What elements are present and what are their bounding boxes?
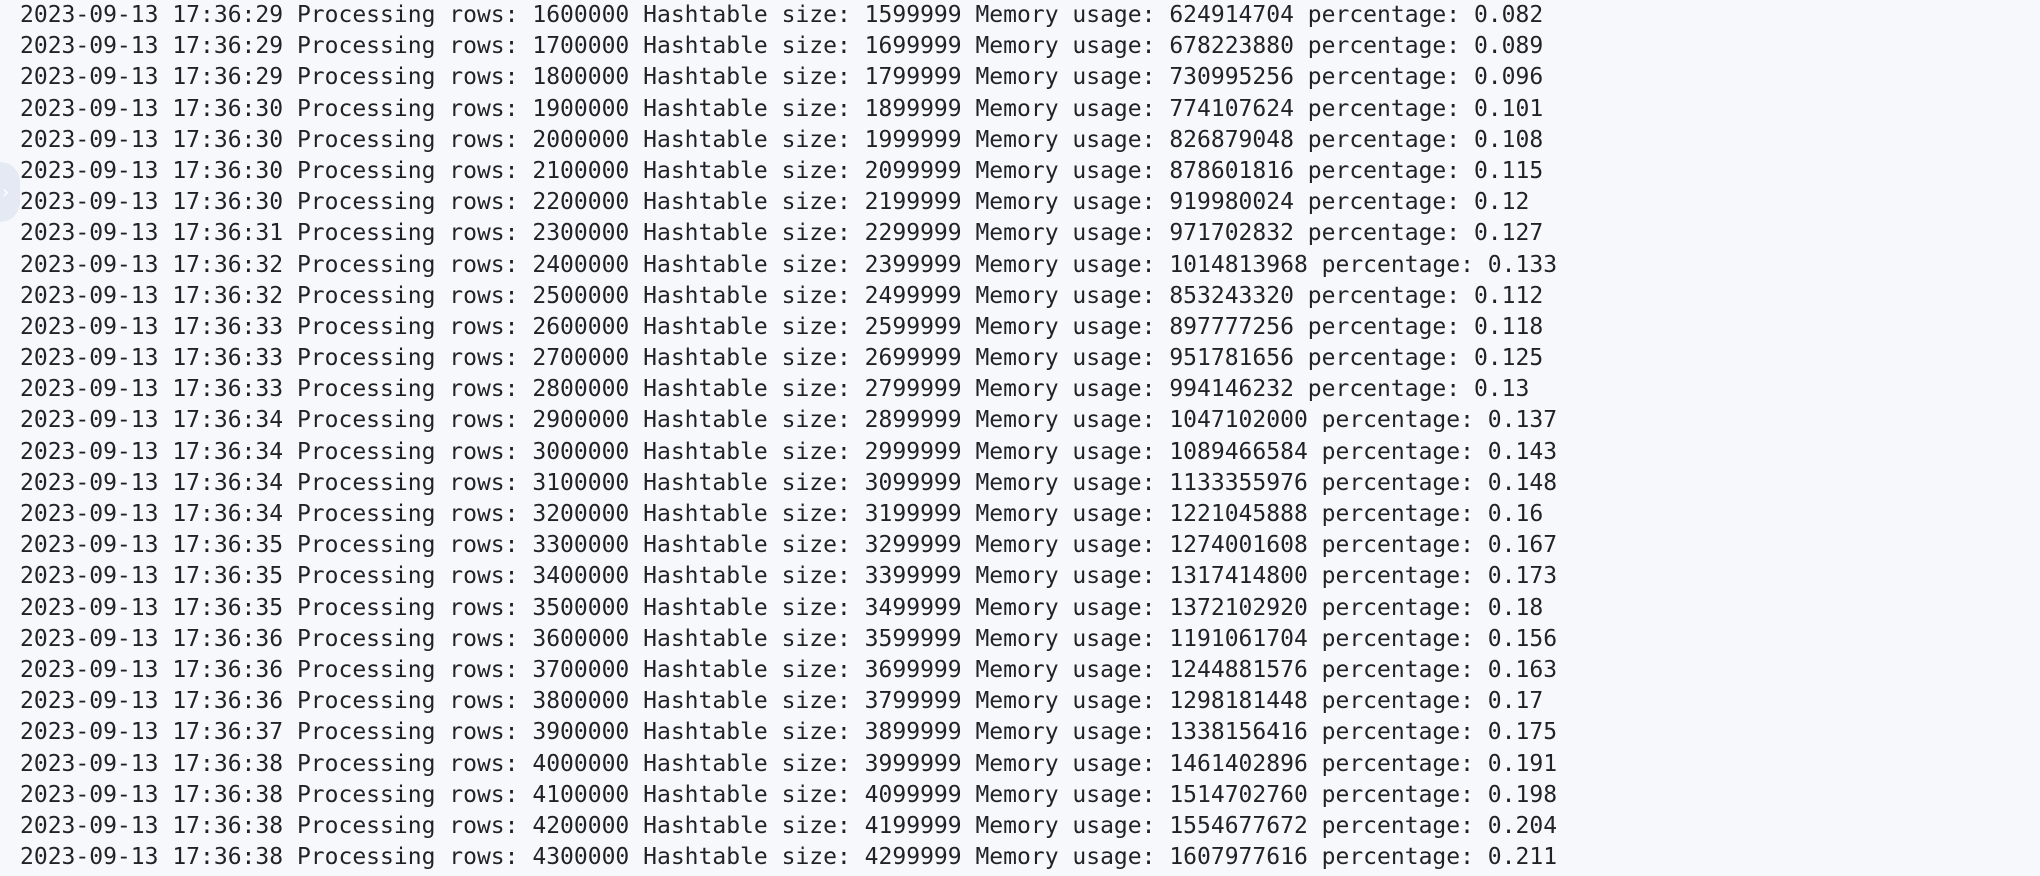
log-line: 2023-09-13 17:36:31 Processing rows: 230… (20, 220, 1544, 247)
sidebar-toggle-button[interactable]: › (0, 162, 20, 222)
log-line: 2023-09-13 17:36:35 Processing rows: 330… (20, 532, 1558, 559)
log-line: 2023-09-13 17:36:38 Processing rows: 420… (20, 812, 1558, 839)
log-line: 2023-09-13 17:36:29 Processing rows: 170… (20, 33, 1544, 60)
log-line: 2023-09-13 17:36:34 Processing rows: 310… (20, 469, 1558, 496)
log-line: 2023-09-13 17:36:37 Processing rows: 390… (20, 719, 1558, 746)
log-line: 2023-09-13 17:36:36 Processing rows: 370… (20, 656, 1558, 683)
log-line: 2023-09-13 17:36:33 Processing rows: 280… (20, 376, 1530, 403)
log-line: 2023-09-13 17:36:34 Processing rows: 300… (20, 438, 1558, 465)
log-line: 2023-09-13 17:36:30 Processing rows: 210… (20, 157, 1544, 184)
log-output: 2023-09-13 17:36:29 Processing rows: 160… (20, 0, 1557, 873)
log-line: 2023-09-13 17:36:34 Processing rows: 320… (20, 501, 1544, 527)
log-line: 2023-09-13 17:36:32 Processing rows: 250… (20, 282, 1544, 309)
log-line: 2023-09-13 17:36:29 Processing rows: 160… (20, 2, 1544, 28)
chevron-right-icon: › (2, 181, 10, 203)
log-line: 2023-09-13 17:36:36 Processing rows: 360… (20, 625, 1558, 652)
log-line: 2023-09-13 17:36:34 Processing rows: 290… (20, 407, 1558, 434)
log-line: 2023-09-13 17:36:38 Processing rows: 400… (20, 750, 1558, 777)
log-line: 2023-09-13 17:36:35 Processing rows: 350… (20, 594, 1544, 621)
log-line: 2023-09-13 17:36:36 Processing rows: 380… (20, 688, 1544, 715)
log-line: 2023-09-13 17:36:30 Processing rows: 220… (20, 189, 1530, 216)
log-line: 2023-09-13 17:36:30 Processing rows: 190… (20, 95, 1544, 122)
log-line: 2023-09-13 17:36:38 Processing rows: 430… (20, 844, 1558, 871)
log-line: 2023-09-13 17:36:33 Processing rows: 260… (20, 313, 1544, 340)
log-line: 2023-09-13 17:36:35 Processing rows: 340… (20, 563, 1558, 590)
log-line: 2023-09-13 17:36:33 Processing rows: 270… (20, 345, 1544, 372)
log-line: 2023-09-13 17:36:38 Processing rows: 410… (20, 781, 1558, 808)
log-line: 2023-09-13 17:36:32 Processing rows: 240… (20, 251, 1558, 278)
log-line: 2023-09-13 17:36:30 Processing rows: 200… (20, 126, 1544, 153)
log-line: 2023-09-13 17:36:29 Processing rows: 180… (20, 64, 1544, 91)
